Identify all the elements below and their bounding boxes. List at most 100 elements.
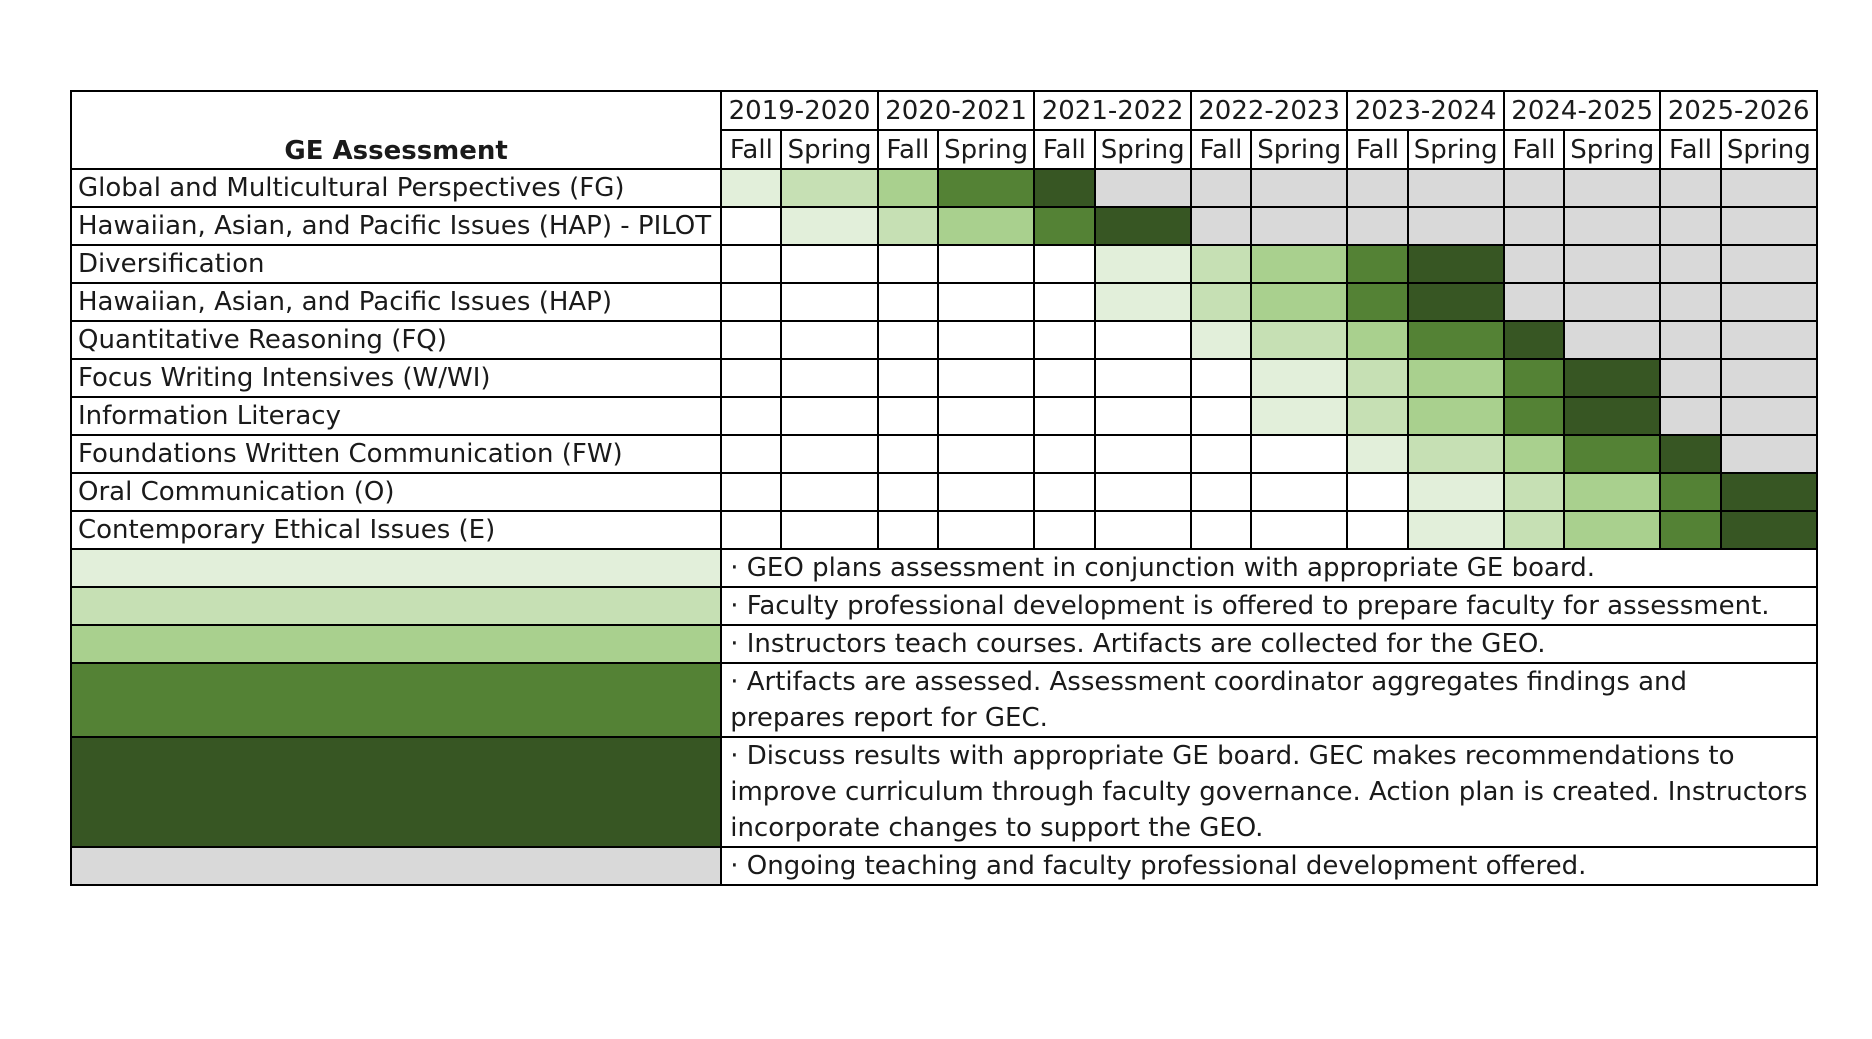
stage-cell	[1346, 206, 1409, 246]
stage-cell	[936, 244, 1036, 284]
stage-cell	[1659, 510, 1722, 550]
table-row: Contemporary Ethical Issues (E)	[69, 510, 1819, 550]
term-header: Fall	[1659, 129, 1722, 170]
stage-cell	[1250, 168, 1349, 208]
legend-swatch	[69, 662, 723, 738]
stage-cell	[1033, 510, 1096, 550]
stage-cell	[780, 358, 879, 398]
stage-cell	[1189, 434, 1253, 474]
stage-cell	[1093, 282, 1192, 322]
stage-cell	[1033, 472, 1096, 512]
stage-cell	[780, 206, 879, 246]
stage-cell	[1033, 282, 1096, 322]
table-row: Diversification	[69, 244, 1819, 284]
stage-cell	[1406, 434, 1505, 474]
legend-description: · GEO plans assessment in conjunction wi…	[720, 548, 1818, 588]
table-row: Oral Communication (O)	[69, 472, 1819, 512]
stage-cell	[876, 282, 939, 322]
row-label: Focus Writing Intensives (W/WI)	[69, 358, 723, 398]
stage-cell	[780, 282, 879, 322]
stage-cell	[1033, 244, 1096, 284]
stage-cell	[1250, 396, 1349, 436]
stage-cell	[1189, 168, 1253, 208]
stage-cell	[1659, 472, 1722, 512]
legend-swatch	[69, 548, 723, 588]
year-header: 2025-2026	[1659, 90, 1818, 131]
stage-cell	[720, 282, 783, 322]
stage-cell	[1346, 434, 1409, 474]
stage-cell	[1659, 282, 1722, 322]
stage-cell	[936, 510, 1036, 550]
table-row: Quantitative Reasoning (FQ)	[69, 320, 1819, 360]
stage-cell	[1406, 396, 1505, 436]
stage-cell	[720, 472, 783, 512]
stage-cell	[876, 396, 939, 436]
row-label: Diversification	[69, 244, 723, 284]
term-header: Fall	[1346, 129, 1409, 170]
stage-cell	[1502, 168, 1566, 208]
legend-swatch	[69, 624, 723, 664]
stage-cell	[1189, 396, 1253, 436]
table-row: Focus Writing Intensives (W/WI)	[69, 358, 1819, 398]
stage-cell	[1406, 168, 1505, 208]
legend-description: · Faculty professional development is of…	[720, 586, 1818, 626]
stage-cell	[1189, 510, 1253, 550]
stage-cell	[1502, 320, 1566, 360]
stage-cell	[936, 434, 1036, 474]
legend-row: · GEO plans assessment in conjunction wi…	[69, 548, 1818, 588]
stage-cell	[1250, 358, 1349, 398]
stage-cell	[1563, 168, 1662, 208]
row-label: Information Literacy	[69, 396, 723, 436]
stage-cell	[1719, 510, 1819, 550]
row-label: Oral Communication (O)	[69, 472, 723, 512]
stage-cell	[1346, 168, 1409, 208]
term-header: Spring	[1719, 129, 1819, 170]
row-label: Global and Multicultural Perspectives (F…	[69, 168, 723, 208]
stage-cell	[1250, 434, 1349, 474]
stage-cell	[1250, 282, 1349, 322]
stage-cell	[1033, 320, 1096, 360]
stage-cell	[936, 168, 1036, 208]
stage-cell	[1250, 320, 1349, 360]
term-header: Spring	[1563, 129, 1662, 170]
stage-cell	[1093, 510, 1192, 550]
year-header: 2024-2025	[1502, 90, 1662, 131]
stage-cell	[1563, 434, 1662, 474]
header-row-years: GE Assessment 2019-2020 2020-2021 2021-2022…	[69, 90, 1818, 170]
stage-cell	[1189, 282, 1253, 322]
stage-cell	[1189, 244, 1253, 284]
stage-cell	[1659, 244, 1722, 284]
stage-cell	[876, 320, 939, 360]
term-header: Fall	[1033, 129, 1096, 170]
stage-cell	[1563, 510, 1662, 550]
stage-cell	[1502, 206, 1566, 246]
stage-cell	[1250, 472, 1349, 512]
stage-cell	[876, 206, 939, 246]
stage-cell	[936, 320, 1036, 360]
stage-cell	[1502, 396, 1566, 436]
stage-cell	[780, 320, 879, 360]
stage-cell	[876, 244, 939, 284]
stage-cell	[1502, 358, 1566, 398]
year-header: 2021-2022	[1033, 90, 1192, 131]
stage-cell	[780, 396, 879, 436]
legend-row: · Discuss results with appropriate GE bo…	[69, 736, 1818, 848]
stage-cell	[1093, 168, 1192, 208]
stage-cell	[1502, 244, 1566, 284]
stage-cell	[1659, 320, 1722, 360]
term-header: Fall	[876, 129, 939, 170]
term-header: Spring	[1250, 129, 1349, 170]
legend-row: · Instructors teach courses. Artifacts a…	[69, 624, 1818, 664]
stage-cell	[720, 396, 783, 436]
legend-description: · Discuss results with appropriate GE bo…	[720, 736, 1818, 848]
row-label: Quantitative Reasoning (FQ)	[69, 320, 723, 360]
stage-cell	[876, 358, 939, 398]
row-label: Contemporary Ethical Issues (E)	[69, 510, 723, 550]
stage-cell	[1719, 282, 1819, 322]
stage-cell	[1719, 358, 1819, 398]
stage-cell	[1093, 206, 1192, 246]
stage-cell	[1719, 206, 1819, 246]
stage-cell	[1659, 434, 1722, 474]
stage-cell	[1719, 244, 1819, 284]
table-row: Hawaiian, Asian, and Pacific Issues (HAP…	[69, 282, 1819, 322]
